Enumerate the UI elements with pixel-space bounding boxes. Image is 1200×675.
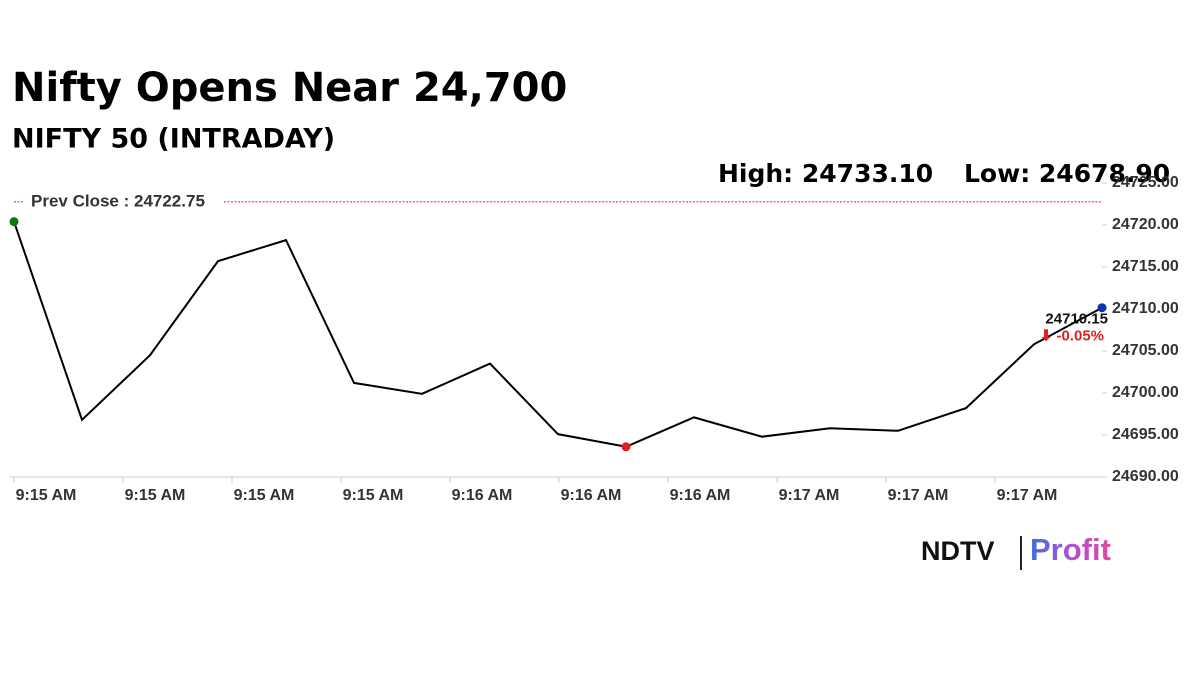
x-tick-label: 9:17 AM bbox=[779, 487, 840, 504]
x-tick-label: 9:17 AM bbox=[997, 487, 1058, 504]
y-tick-label: 24715.00 bbox=[1112, 258, 1179, 275]
x-tick-label: 9:16 AM bbox=[561, 487, 622, 504]
x-tick-label: 9:16 AM bbox=[670, 487, 731, 504]
x-tick-label: 9:17 AM bbox=[888, 487, 949, 504]
point-marker bbox=[9, 217, 19, 227]
x-tick-label: 9:15 AM bbox=[234, 487, 295, 504]
y-tick-label: 24710.00 bbox=[1112, 300, 1179, 317]
change-label: ⬇ -0.05% bbox=[1040, 328, 1104, 345]
x-tick-label: 9:15 AM bbox=[125, 487, 186, 504]
logo-ndtv: NDTV bbox=[921, 536, 995, 566]
high-label: High: 24733.10 bbox=[718, 159, 933, 188]
point-marker bbox=[1097, 303, 1107, 313]
logo-profit: Profit bbox=[1030, 532, 1111, 567]
point-marker bbox=[621, 442, 631, 452]
y-tick-label: 24720.00 bbox=[1112, 216, 1179, 233]
y-tick-label: 24725.00 bbox=[1112, 174, 1179, 191]
chart-subtitle: NIFTY 50 (INTRADAY) bbox=[12, 124, 335, 155]
price-line bbox=[13, 221, 1103, 448]
y-tick-label: 24705.00 bbox=[1112, 342, 1179, 359]
prev-close-label: Prev Close : 24722.75 bbox=[31, 191, 205, 210]
y-tick-label: 24700.00 bbox=[1112, 384, 1179, 401]
chart-title: Nifty Opens Near 24,700 bbox=[12, 65, 567, 111]
x-tick-label: 9:16 AM bbox=[452, 487, 513, 504]
prev-close-bg bbox=[24, 190, 224, 213]
x-tick-label: 9:15 AM bbox=[16, 487, 77, 504]
y-tick-label: 24695.00 bbox=[1112, 426, 1179, 443]
x-tick-label: 9:15 AM bbox=[343, 487, 404, 504]
low-label: Low: 24678.90 bbox=[964, 159, 1170, 188]
y-tick-label: 24690.00 bbox=[1112, 468, 1179, 485]
value-label: 24710.15 bbox=[1045, 311, 1108, 328]
